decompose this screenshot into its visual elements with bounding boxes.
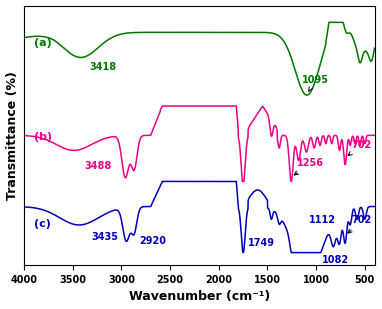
Text: 3435: 3435 <box>91 232 118 242</box>
X-axis label: Wavenumber (cm⁻¹): Wavenumber (cm⁻¹) <box>129 290 270 303</box>
Text: 2920: 2920 <box>139 236 166 246</box>
Text: (b): (b) <box>34 132 52 142</box>
Text: 3418: 3418 <box>89 62 117 72</box>
Text: (c): (c) <box>34 219 51 230</box>
Text: 1095: 1095 <box>301 75 329 91</box>
Y-axis label: Transmittance (%): Transmittance (%) <box>6 71 19 200</box>
Text: 1256: 1256 <box>295 158 324 175</box>
Text: 1112: 1112 <box>309 215 336 225</box>
Text: 3488: 3488 <box>84 161 112 171</box>
Text: (a): (a) <box>34 38 52 48</box>
Text: 702: 702 <box>348 140 371 155</box>
Text: 702: 702 <box>348 215 371 233</box>
Text: 1749: 1749 <box>248 238 275 248</box>
Text: 1082: 1082 <box>322 256 349 265</box>
